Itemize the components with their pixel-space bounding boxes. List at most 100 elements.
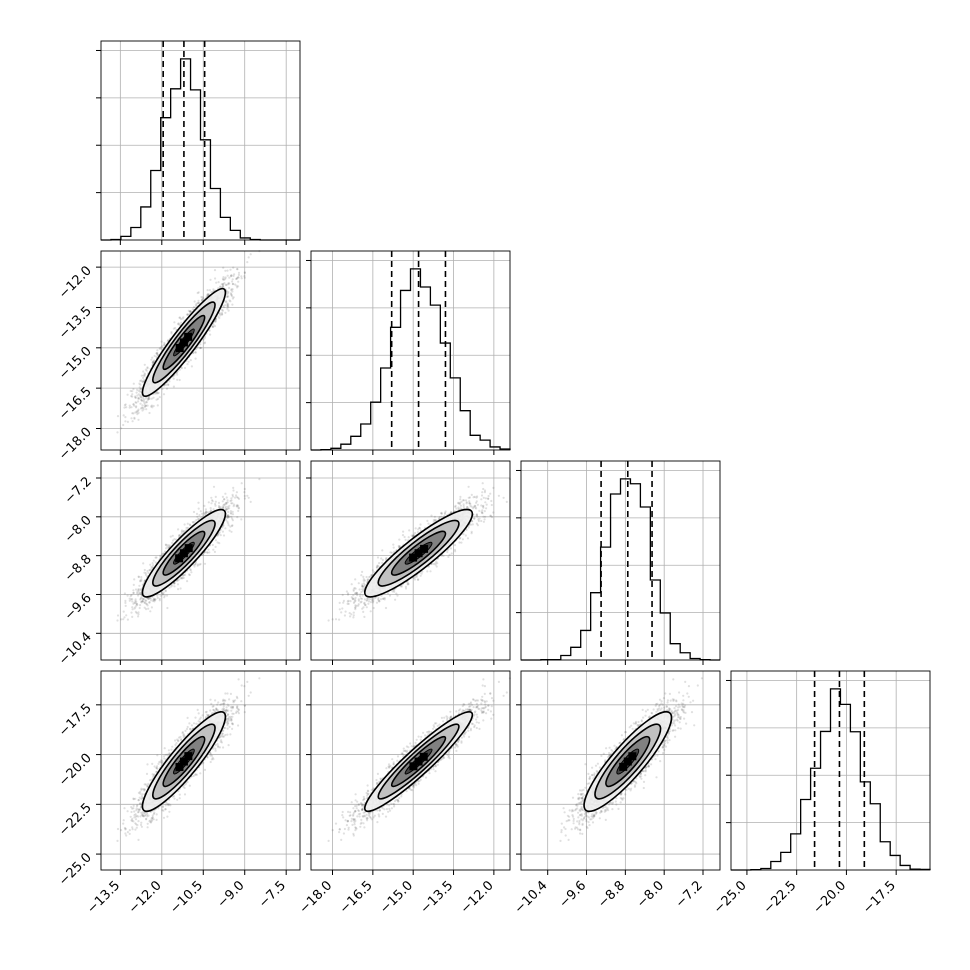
scatter-point [230,288,233,291]
scatter-point [226,302,229,305]
scatter-point [189,359,192,362]
scatter-point [132,583,135,587]
scatter-point [156,404,159,407]
scatter-point [217,281,220,284]
scatter-point [168,380,171,383]
scatter-point [146,366,149,369]
scatter-point [130,417,133,420]
scatter-point [152,396,155,399]
scatter-point [240,482,243,485]
scatter-point [231,283,235,286]
scatter-point [130,406,133,409]
panel-frame [730,670,931,871]
scatter-point [237,276,240,279]
scatter-point [176,373,179,376]
scatter-point [123,406,126,409]
scatter-point [170,332,173,335]
scatter-point [149,563,152,566]
scatter-point [195,512,199,516]
scatter-point [132,382,135,385]
scatter-point [135,391,138,394]
scatter-point [137,389,140,392]
scatter-point [232,486,235,489]
scatter-point [209,278,212,281]
scatter-point [172,385,175,388]
scatter-point [231,290,234,293]
scatter-panel-1-3 [100,460,301,661]
scatter-point [227,295,230,298]
scatter-point [153,354,156,357]
scatter-point [133,417,136,420]
scatter-point [178,316,182,319]
scatter-point [218,316,221,320]
scatter-point [177,588,180,591]
scatter-point [206,293,209,296]
scatter-point [135,388,139,391]
scatter-point [230,274,233,277]
scatter-point [173,321,176,324]
scatter-point [221,313,224,316]
scatter-point [139,383,142,386]
scatter-point [246,261,249,264]
scatter-point [143,363,146,366]
scatter-point [192,306,196,309]
scatter-point [198,514,201,517]
panel-frame [520,460,721,661]
scatter-point [172,377,175,380]
scatter-point [132,412,135,415]
scatter-point [203,341,207,344]
scatter-point [224,269,227,272]
scatter-point [203,504,206,507]
panel-background [101,251,300,450]
scatter-point [122,610,125,613]
scatter-point [220,313,224,316]
scatter-point [131,393,134,396]
histogram-panel-2 [306,250,511,451]
scatter-point [137,408,140,411]
scatter-point [193,300,196,303]
scatter-point [214,545,217,549]
scatter-point [161,593,164,596]
scatter-point [186,363,189,366]
scatter-point [180,318,183,321]
scatter-point [150,397,153,400]
scatter-point [143,372,146,375]
scatter-point [205,294,209,297]
scatter-point [228,282,231,285]
scatter-point [237,285,240,288]
scatter-point [236,267,239,271]
scatter-point [116,614,120,617]
scatter-point [137,615,140,618]
scatter-point [206,289,209,292]
scatter-point [135,405,138,408]
scatter-point [237,280,240,283]
scatter-point [221,500,224,503]
scatter-point [222,283,225,286]
scatter-point [243,271,246,274]
scatter-point [145,369,148,372]
scatter-point [131,608,134,611]
scatter-point [247,256,250,259]
scatter-point [135,401,138,404]
scatter-point [226,520,229,523]
scatter-point [116,431,119,434]
scatter-point [141,404,144,407]
scatter-point [131,420,134,423]
scatter-point [229,300,232,303]
scatter-point [131,390,134,393]
scatter-point [222,286,225,289]
scatter-point [226,274,229,277]
scatter-point [179,587,182,590]
scatter-point [152,404,155,408]
scatter-point [246,494,249,497]
scatter-point [203,342,206,345]
scatter-point [129,389,132,393]
scatter-point [116,619,119,622]
scatter-point [132,403,135,406]
scatter-point [133,404,136,407]
scatter-point [143,402,146,405]
scatter-point [132,388,135,391]
scatter-point [197,301,200,305]
histogram-panel-1 [96,40,301,241]
